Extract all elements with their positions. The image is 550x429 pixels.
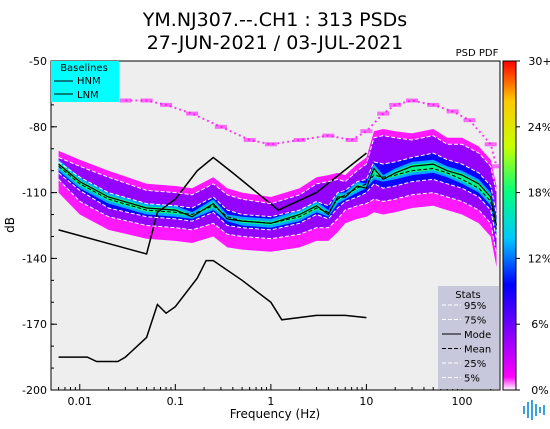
stats-legend: Stats 95% 75% Mode Mean 25% 5% bbox=[438, 286, 499, 389]
chart-title-line1: YM.NJ307.--.CH1 : 313 PSDs bbox=[142, 9, 407, 31]
outlier-psd-line bbox=[125, 99, 498, 167]
x-tick-label: 10 bbox=[359, 395, 373, 408]
outlier-psd-mark bbox=[406, 98, 418, 103]
baselines-legend: Baselines HNM LNM bbox=[51, 61, 119, 102]
outlier-psd-mark bbox=[360, 129, 373, 134]
colorbar-tick-label: 6% bbox=[531, 318, 548, 331]
colorbar-tick-label: 30+ bbox=[528, 55, 550, 68]
x-tick-label: 100 bbox=[451, 395, 472, 408]
chart-title-line2: 27-JUN-2021 / 03-JUL-2021 bbox=[147, 32, 404, 54]
colorbar-tick-label: 24% bbox=[528, 121, 550, 134]
logo-bar bbox=[531, 400, 533, 420]
series-line-95pct bbox=[58, 135, 497, 205]
outlier-psd-mark bbox=[264, 142, 277, 147]
logo-bar bbox=[543, 405, 545, 415]
stats-legend-label: Mean bbox=[464, 345, 491, 356]
x-tick-label: 0.1 bbox=[167, 395, 185, 408]
stats-legend-label: 5% bbox=[464, 374, 480, 385]
stats-legend-title: Stats bbox=[455, 290, 481, 301]
colorbar bbox=[502, 60, 517, 391]
series-line-mean bbox=[58, 165, 497, 230]
logo-bar bbox=[523, 406, 525, 414]
stats-legend-label: Mode bbox=[464, 330, 491, 341]
colorbar-tick-label: 12% bbox=[528, 252, 550, 265]
hnm-legend-label: HNM bbox=[77, 76, 101, 87]
colorbar-title: PSD PDF bbox=[456, 48, 499, 59]
logo-bar bbox=[527, 402, 529, 418]
series-line-25pct bbox=[58, 172, 497, 239]
outlier-psd-mark bbox=[490, 164, 500, 169]
colorbar-tick-label: 18% bbox=[528, 187, 550, 200]
stats-legend-box bbox=[438, 286, 499, 389]
logo-bar bbox=[539, 407, 541, 413]
colorbar-tick-label: 0% bbox=[531, 384, 548, 397]
series-lines bbox=[58, 99, 498, 363]
y-tick-label: -170 bbox=[22, 318, 47, 331]
y-tick-label: -50 bbox=[29, 55, 47, 68]
series-line-75pct bbox=[58, 152, 497, 218]
y-tick-label: -110 bbox=[22, 187, 47, 200]
outlier-psd-mark bbox=[119, 98, 132, 103]
series-line-hnm bbox=[58, 152, 367, 255]
x-tick-label: 1 bbox=[267, 395, 274, 408]
x-tick-label: 0.01 bbox=[68, 395, 93, 408]
lnm-legend-label: LNM bbox=[77, 90, 99, 101]
y-tick-label: -200 bbox=[22, 384, 47, 397]
y-tick-label: -140 bbox=[22, 252, 47, 265]
y-tick-label: -80 bbox=[29, 121, 47, 134]
series-line-5pct bbox=[58, 179, 497, 255]
series-line-mode bbox=[58, 163, 498, 226]
logo-bar bbox=[535, 404, 537, 416]
y-axis-label: dB bbox=[3, 217, 17, 233]
series-line-lnm bbox=[58, 259, 367, 363]
axis-ticks: 0.01 0.1 1 10 100 -50 -80 -110 -140 -170 -200 bbox=[22, 55, 492, 408]
stats-legend-label: 75% bbox=[464, 316, 486, 327]
stats-legend-label: 25% bbox=[464, 359, 486, 370]
stats-legend-label: 95% bbox=[464, 301, 486, 312]
outlier-psd-mark bbox=[293, 138, 306, 142]
waveform-logo bbox=[523, 400, 545, 420]
baselines-legend-title: Baselines bbox=[60, 63, 108, 74]
outlier-psd-mark bbox=[186, 111, 199, 116]
density-band-core bbox=[58, 159, 497, 235]
outlier-psd-mark bbox=[484, 142, 497, 147]
x-axis-label: Frequency (Hz) bbox=[230, 407, 321, 421]
